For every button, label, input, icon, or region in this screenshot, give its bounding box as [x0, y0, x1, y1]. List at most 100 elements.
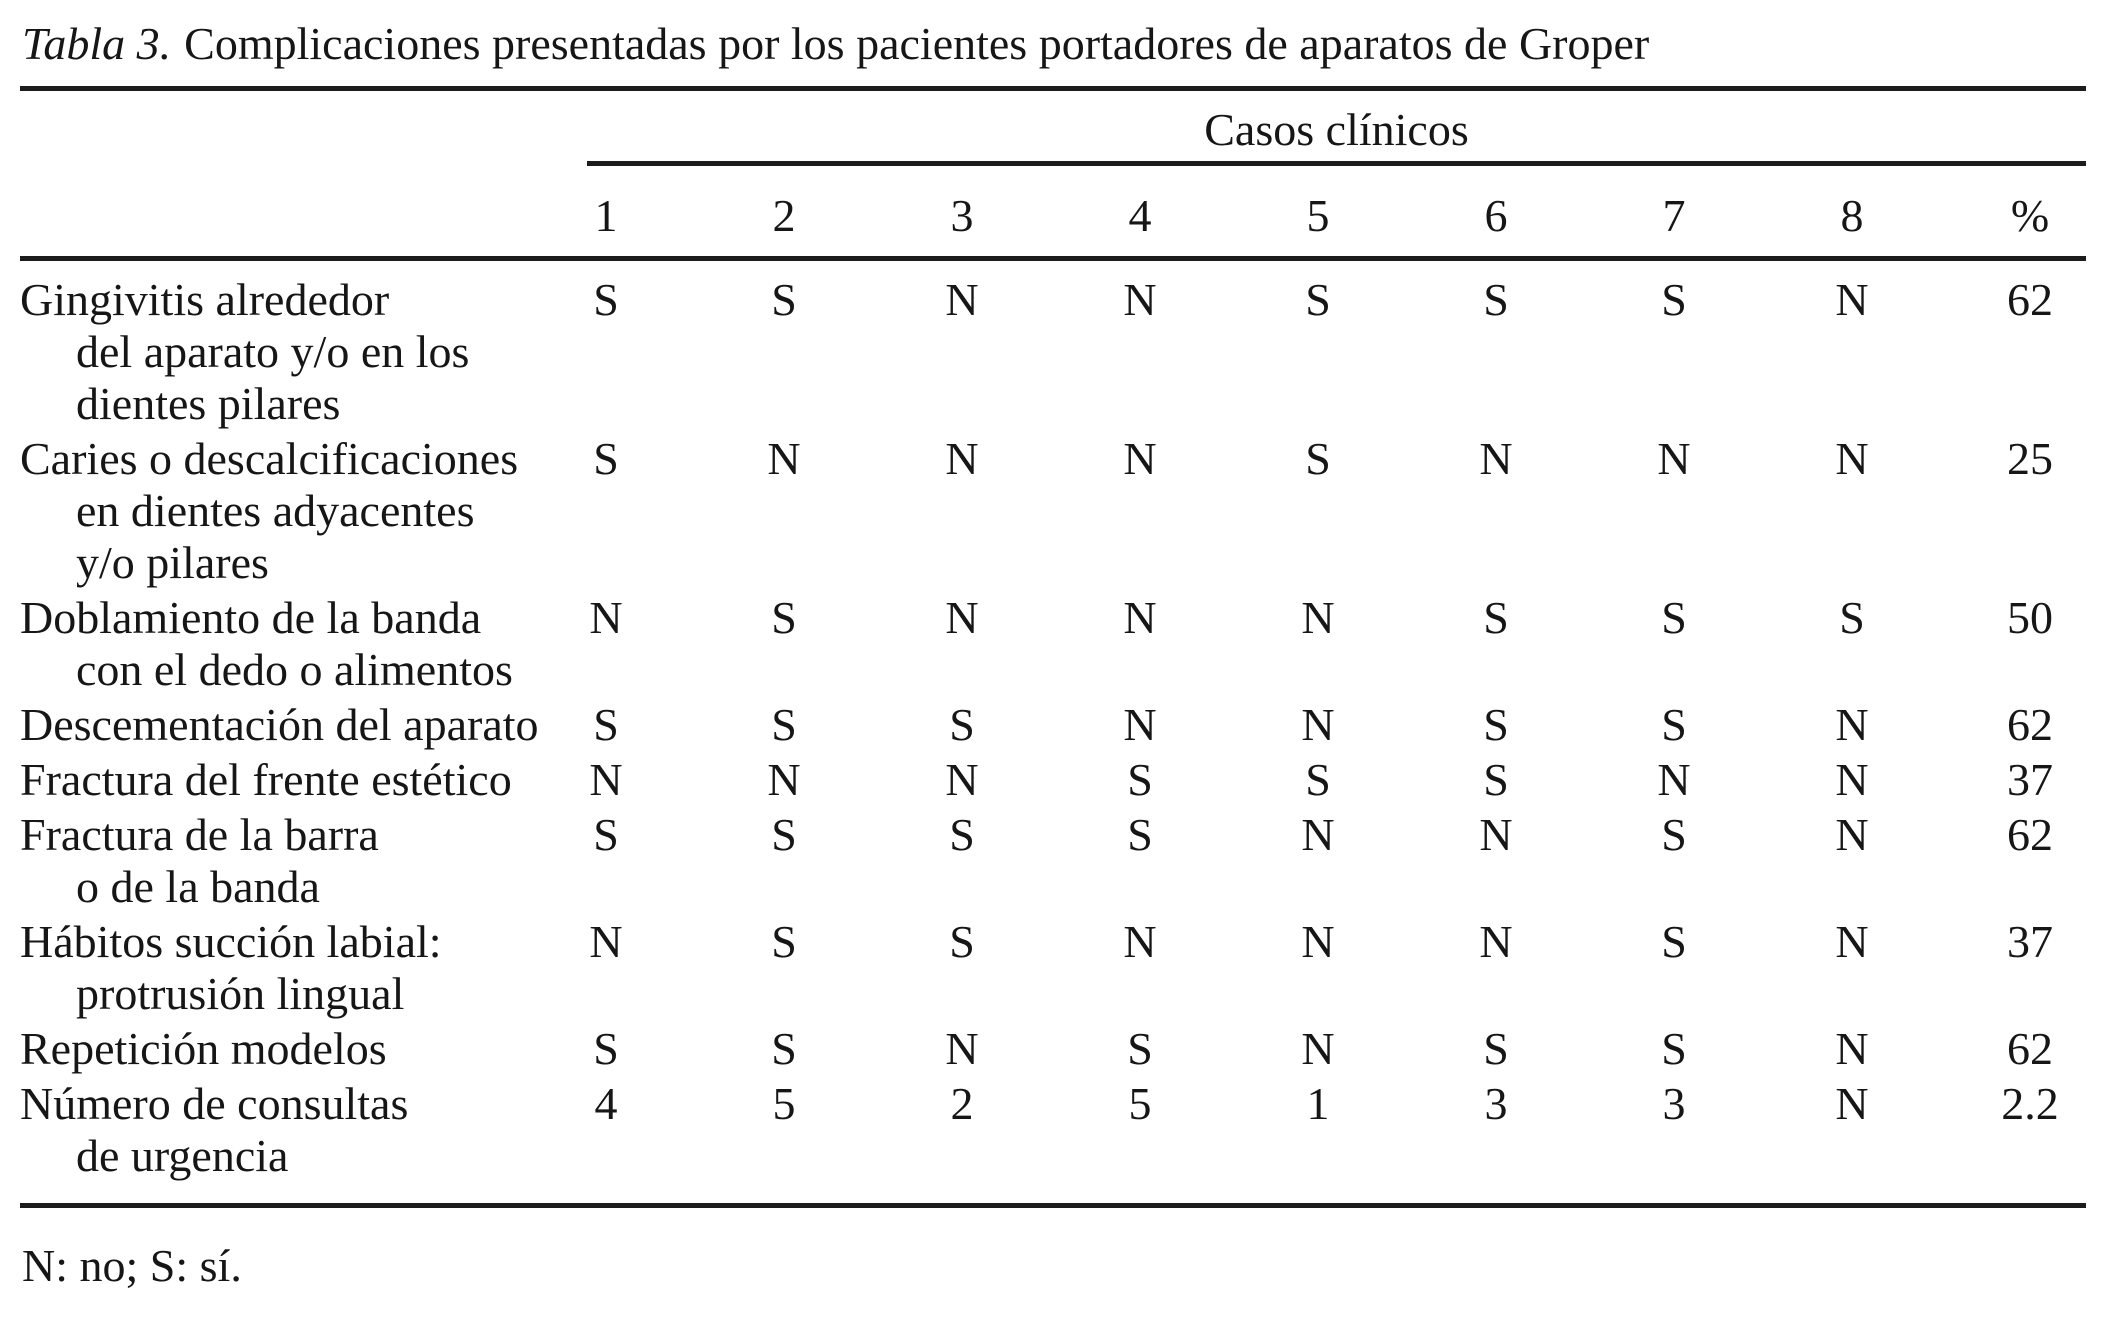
table-cell: S: [1661, 592, 1687, 643]
table-cell: N: [589, 592, 623, 643]
row-label-line: Fractura de la barra: [20, 809, 379, 860]
table-cell: S: [593, 274, 619, 325]
table-cell: 3: [1662, 1078, 1686, 1129]
table-cell: S: [1483, 592, 1509, 643]
table-cell: N: [945, 433, 979, 484]
rule-column-headers: [20, 256, 2086, 261]
table-cell: N: [1835, 916, 1869, 967]
column-header-6: 6: [1484, 190, 1508, 241]
row-label-line: Gingivitis alrededor: [20, 274, 390, 325]
row-label-line: con el dedo o alimentos: [76, 644, 513, 695]
table-cell: S: [1483, 1023, 1509, 1074]
table-cell: N: [1657, 754, 1691, 805]
table-cell: N: [1301, 809, 1335, 860]
table-row: Repetición modelos S S N S N S S N 62: [20, 1023, 2119, 1075]
table-cell: N: [1123, 274, 1157, 325]
column-headers-row: 1 2 3 4 5 6 7 8%: [517, 190, 2119, 242]
row-label-line: y/o pilares: [76, 537, 269, 588]
table-cell: S: [1661, 699, 1687, 750]
row-label-line: Fractura del frente estético: [20, 754, 512, 805]
table-cell: N: [1835, 699, 1869, 750]
table-body: Gingivitis alrededor del aparato y/o en l…: [20, 274, 2119, 1182]
table-caption: Tabla 3. Complicaciones presentadas por l…: [22, 16, 1649, 72]
table-cell: N: [1123, 699, 1157, 750]
table-cell: S: [1305, 754, 1331, 805]
table-row: Doblamiento de la banda con el dedo o ali…: [20, 592, 2119, 696]
table-cell: N: [767, 754, 801, 805]
column-header-8: 8: [1840, 190, 1864, 241]
table-cell: S: [1305, 274, 1331, 325]
footnote: N: no; S: sí.: [22, 1240, 242, 1291]
column-group-header: Casos clínicos: [1204, 104, 1469, 155]
table-cell: S: [593, 809, 619, 860]
table-cell: 5: [772, 1078, 796, 1129]
table-cell: N: [1835, 809, 1869, 860]
row-label-line: Repetición modelos: [20, 1023, 387, 1074]
table-cell: S: [1305, 433, 1331, 484]
table-cell: N: [1301, 1023, 1335, 1074]
column-header-3: 3: [950, 190, 974, 241]
table-row: Número de consultas de urgencia 4 5 2 5 1 3 3 N 2.…: [20, 1078, 2119, 1182]
table-cell: 25: [2007, 433, 2053, 484]
column-header-4: 4: [1128, 190, 1152, 241]
table-cell: N: [1835, 274, 1869, 325]
row-label: Fractura de la barra o de la banda: [20, 809, 517, 913]
table-cell: S: [771, 274, 797, 325]
row-label-line: Descementación del aparato: [20, 699, 539, 750]
table-cell: N: [945, 754, 979, 805]
table-cell: N: [1479, 433, 1513, 484]
table-cell: 62: [2007, 274, 2053, 325]
table-cell: S: [593, 699, 619, 750]
row-label-line: Número de consultas: [20, 1078, 409, 1129]
table-cell: N: [1835, 433, 1869, 484]
table-cell: S: [593, 1023, 619, 1074]
table-cell: S: [1661, 809, 1687, 860]
table-cell: N: [1123, 433, 1157, 484]
row-label-line: de urgencia: [76, 1130, 289, 1181]
row-label: Doblamiento de la banda con el dedo o ali…: [20, 592, 517, 696]
row-label-line: protrusión lingual: [76, 968, 405, 1019]
table-cell: N: [1301, 699, 1335, 750]
table-caption-number: Tabla 3.: [22, 18, 172, 69]
table-cell: N: [1835, 1023, 1869, 1074]
rule-top: [20, 86, 2086, 91]
table-cell: S: [771, 916, 797, 967]
column-header-percent: %: [2010, 190, 2050, 241]
table-cell: S: [593, 433, 619, 484]
row-label: Gingivitis alrededor del aparato y/o en l…: [20, 274, 517, 430]
table-row: Fractura de la barra o de la banda S S S S N N S…: [20, 809, 2119, 913]
row-label: Descementación del aparato: [20, 699, 539, 751]
table-cell: S: [1127, 809, 1153, 860]
table-cell: S: [771, 1023, 797, 1074]
table-cell: 1: [1306, 1078, 1330, 1129]
table-cell: N: [1123, 916, 1157, 967]
row-label-line: en dientes adyacentes: [76, 485, 475, 536]
table-cell: S: [771, 809, 797, 860]
table-cell: S: [1127, 1023, 1153, 1074]
rule-group-header: [587, 161, 2086, 166]
table-row: Fractura del frente estético N N N S S S N N 37: [20, 754, 2119, 806]
table-cell: 62: [2007, 809, 2053, 860]
column-header-7: 7: [1662, 190, 1686, 241]
row-label-line: Doblamiento de la banda: [20, 592, 482, 643]
table-cell: 62: [2007, 1023, 2053, 1074]
column-header-2: 2: [772, 190, 796, 241]
table-cell: N: [945, 592, 979, 643]
table-cell: S: [1661, 274, 1687, 325]
table-cell: S: [1839, 592, 1865, 643]
table-cell: S: [1661, 916, 1687, 967]
table-cell: S: [949, 699, 975, 750]
table-cell: N: [589, 754, 623, 805]
column-header-5: 5: [1306, 190, 1330, 241]
table-row: Hábitos succión labial: protrusión lingua…: [20, 916, 2119, 1020]
row-label: Número de consultas de urgencia: [20, 1078, 517, 1182]
row-label: Fractura del frente estético: [20, 754, 517, 806]
table-cell: 2: [950, 1078, 974, 1129]
table-cell: 2.2: [2001, 1078, 2059, 1129]
row-label-line: dientes pilares: [76, 378, 341, 429]
row-label-line: del aparato y/o en los: [76, 326, 470, 377]
table-cell: S: [1483, 274, 1509, 325]
table-cell: 5: [1128, 1078, 1152, 1129]
table-cell: N: [767, 433, 801, 484]
table-cell: S: [949, 916, 975, 967]
